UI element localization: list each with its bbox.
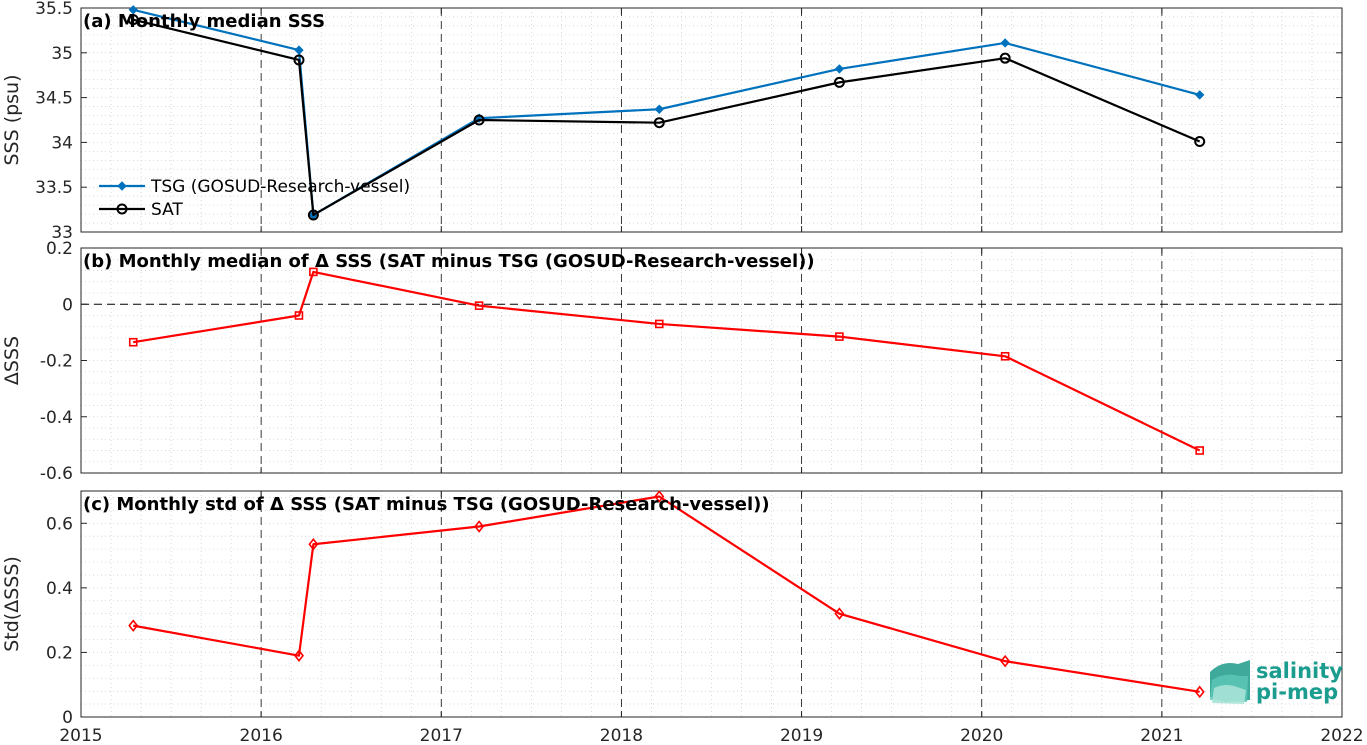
y-tick-label: 33.5 — [35, 178, 73, 198]
series-sat — [127, 14, 1206, 221]
data-point — [474, 301, 484, 310]
y-tick-label: -0.6 — [40, 464, 73, 484]
y-tick-label: 35 — [51, 44, 73, 64]
grid — [81, 491, 1342, 717]
data-point — [653, 117, 665, 129]
x-tick-label: 2018 — [600, 726, 643, 745]
data-point — [474, 520, 485, 533]
y-tick-label: 34 — [51, 133, 73, 153]
data-point — [1194, 90, 1205, 100]
data-point — [1000, 654, 1011, 668]
panel-title: (a) Monthly median SSS — [83, 11, 325, 32]
salinity-pi-mep-logo: salinity pi-mep — [1210, 659, 1343, 704]
data-point — [128, 619, 139, 632]
legend-label: TSG (GOSUD-Research-vessel) — [150, 177, 410, 197]
data-point — [293, 649, 304, 662]
y-tick-label: 0 — [62, 708, 73, 728]
y-tick-label: 0.2 — [46, 239, 73, 259]
y-tick-label: 33 — [51, 223, 73, 243]
x-tick-label: 2019 — [780, 726, 823, 745]
y-tick-label: -0.4 — [40, 408, 73, 428]
y-tick-label: 0.2 — [46, 643, 73, 663]
data-point — [294, 45, 304, 55]
axes-box — [80, 7, 1343, 233]
data-point — [309, 267, 318, 277]
x-tick-label: 2017 — [420, 726, 463, 745]
data-point — [128, 337, 138, 347]
y-tick-label: 0.4 — [46, 579, 73, 599]
series-line — [132, 18, 1201, 217]
data-point — [833, 76, 845, 88]
x-tick-label: 2022 — [1320, 726, 1363, 745]
data-point — [654, 104, 664, 114]
data-point — [293, 54, 305, 66]
data-point — [128, 5, 138, 15]
x-tick-label: 2020 — [960, 726, 1003, 745]
series-delta — [128, 490, 1205, 699]
data-point — [1000, 351, 1010, 361]
panel-a: 33 33.5 34 34.5 35 35.5 SSS (psu) (a) Monthly m… — [1, 0, 1343, 243]
x-tick-label: 2015 — [59, 726, 102, 745]
data-point — [1194, 685, 1205, 699]
y-axis-label: SSS (psu) — [1, 74, 23, 165]
panel-b: -0.6 -0.4 -0.2 0 0.2 ΔSSS (b) Monthly median o… — [1, 239, 1343, 484]
legend-marker — [116, 203, 128, 215]
y-tick-label: 34.5 — [35, 89, 73, 109]
y-axis-label: Std(ΔSSS) — [1, 556, 23, 652]
y-tick-label: 35.5 — [35, 0, 73, 19]
data-point — [654, 319, 664, 329]
data-point — [654, 490, 665, 503]
legend-label: SAT — [151, 200, 183, 220]
axes-box — [80, 490, 1343, 718]
salinity-wave-icon — [1210, 660, 1250, 704]
data-point — [1000, 38, 1010, 48]
panel-title: (c) Monthly std of Δ SSS (SAT minus TSG … — [83, 494, 770, 515]
y-tick-label: 0.6 — [46, 514, 73, 534]
data-point — [1194, 136, 1206, 148]
legend-marker — [117, 181, 127, 191]
data-point — [834, 64, 845, 74]
panel-title: (b) Monthly median of Δ SSS (SAT minus T… — [83, 251, 815, 272]
data-point — [1195, 446, 1204, 455]
y-tick-label: 0 — [62, 295, 73, 315]
grid — [81, 248, 1342, 473]
legend: TSG (GOSUD-Research-vessel) SAT — [99, 177, 410, 220]
y-axis-label: ΔSSS — [1, 336, 23, 385]
data-point — [308, 537, 319, 551]
y-tick-label: -0.2 — [40, 352, 73, 372]
series-line — [133, 495, 1200, 693]
logo-line1: salinity — [1256, 659, 1343, 683]
x-tick-label: 2016 — [240, 726, 283, 745]
data-point — [834, 607, 845, 620]
series-line — [133, 270, 1201, 452]
data-point — [473, 114, 485, 126]
panel-c: 0 0.2 0.4 0.6 2015 2016 2017 2018 2019 2020 2021 20… — [1, 490, 1364, 745]
data-point — [999, 52, 1011, 64]
series-delta — [128, 267, 1204, 455]
logo-line2: pi-mep — [1256, 680, 1338, 704]
data-point — [835, 332, 844, 341]
grid — [81, 8, 1342, 232]
data-point — [307, 209, 319, 221]
x-tick-label: 2021 — [1140, 726, 1183, 745]
data-point — [127, 14, 139, 26]
data-point — [294, 311, 304, 320]
